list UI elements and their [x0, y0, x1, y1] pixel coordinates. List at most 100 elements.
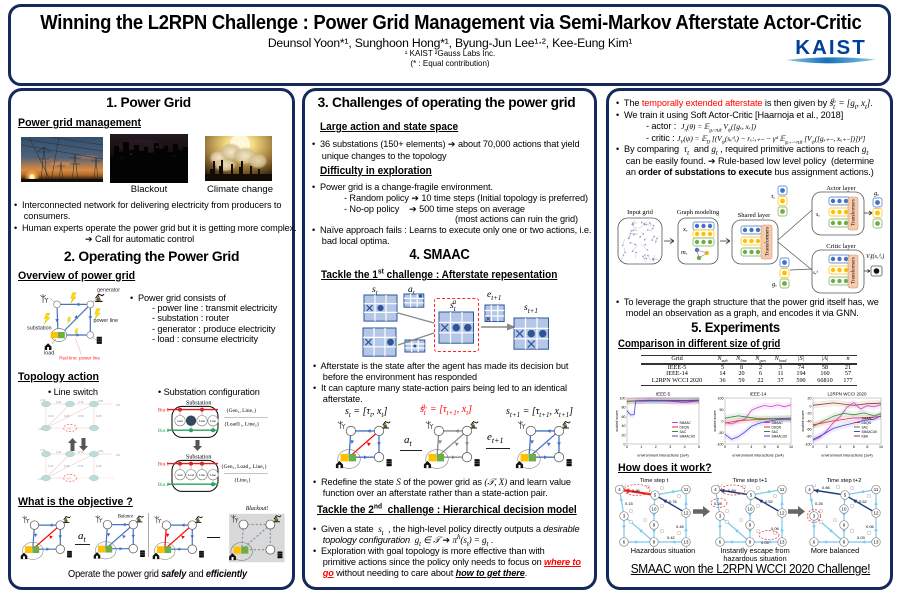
svg-text:0: 0 — [624, 443, 626, 447]
svg-text:13: 13 — [780, 540, 785, 545]
svg-text:4: 4 — [714, 487, 717, 492]
svg-text:0.45: 0.45 — [676, 524, 685, 529]
svg-text:Transformers: Transformers — [852, 199, 857, 226]
svg-text:0.30: 0.30 — [78, 414, 84, 418]
svg-text:6: 6 — [623, 540, 626, 545]
svg-text:V₰(sₓᵈₓ): V₰(sₓᵈₓ) — [866, 253, 884, 260]
svg-text:10: 10 — [748, 507, 753, 512]
svg-text:12: 12 — [780, 511, 785, 516]
svg-text:Transformers: Transformers — [764, 227, 771, 256]
svg-text:SMAACU5: SMAACU5 — [772, 435, 788, 439]
svg-text:8: 8 — [843, 540, 846, 545]
svg-text:substation: substation — [27, 326, 52, 332]
svg-text:environment interactions (1e4): environment interactions (1e4) — [821, 454, 873, 458]
svg-text:Line: Line — [199, 419, 205, 423]
svg-text:0: 0 — [722, 420, 724, 424]
svg-text:0: 0 — [724, 445, 726, 449]
svg-text:0.0: 0.0 — [67, 476, 71, 480]
svg-text:0.41: 0.41 — [56, 450, 62, 454]
svg-text:{Gen₁, Line₁}: {Gen₁, Line₁} — [226, 408, 257, 414]
svg-text:Line: Line — [210, 419, 216, 423]
svg-text:13: 13 — [874, 540, 879, 545]
svg-text:SMAACU5: SMAACU5 — [680, 435, 696, 439]
svg-text:SMAACU5: SMAACU5 — [862, 430, 878, 434]
svg-text:DDQN: DDQN — [862, 421, 872, 425]
svg-text:13: 13 — [684, 540, 689, 545]
svg-text:SAC: SAC — [862, 426, 869, 430]
svg-text:0.9: 0.9 — [116, 453, 120, 457]
svg-text:IEEE-14: IEEE-14 — [750, 392, 767, 397]
svg-text:4: 4 — [684, 445, 686, 449]
svg-text:6: 6 — [813, 540, 816, 545]
svg-text:KAIST: KAIST — [795, 36, 867, 59]
svg-text:KBH: KBH — [862, 435, 869, 439]
svg-text:8: 8 — [653, 540, 656, 545]
svg-text:0.28: 0.28 — [64, 464, 70, 468]
svg-text:8: 8 — [866, 445, 868, 449]
svg-text:0.05: 0.05 — [761, 540, 770, 545]
svg-text:sₓᵈ: sₓᵈ — [813, 270, 818, 276]
svg-text:100: 100 — [718, 397, 724, 401]
svg-text:60: 60 — [622, 415, 626, 419]
svg-text:6: 6 — [764, 445, 766, 449]
svg-text:0.06: 0.06 — [866, 524, 875, 529]
svg-text:3: 3 — [813, 514, 816, 519]
svg-text:0.25: 0.25 — [96, 464, 102, 468]
svg-text:IEEE-5: IEEE-5 — [656, 392, 671, 397]
svg-text:SMAAC: SMAAC — [680, 421, 692, 425]
svg-text:Actor layer: Actor layer — [826, 185, 856, 192]
svg-text:0.41: 0.41 — [56, 400, 62, 404]
svg-text:9: 9 — [749, 523, 752, 528]
svg-text:9: 9 — [843, 523, 846, 528]
svg-text:10: 10 — [652, 507, 657, 512]
svg-text:100: 100 — [620, 397, 626, 401]
svg-text:environment interactions (1e4): environment interactions (1e4) — [732, 454, 784, 458]
svg-text:Input grid: Input grid — [627, 209, 654, 216]
svg-text:9: 9 — [653, 523, 656, 528]
svg-text:11: 11 — [874, 487, 879, 492]
svg-text:6: 6 — [719, 540, 722, 545]
svg-text:xₓ: xₓ — [682, 226, 688, 233]
svg-text:0.30: 0.30 — [78, 464, 84, 468]
svg-text:sₓ: sₓ — [816, 212, 820, 218]
svg-text:DDQN: DDQN — [680, 426, 690, 430]
svg-text:0.23: 0.23 — [48, 464, 54, 468]
svg-text:Substation: Substation — [186, 401, 211, 407]
svg-text:2: 2 — [655, 445, 657, 449]
svg-text:0.76: 0.76 — [669, 499, 678, 504]
svg-text:5: 5 — [654, 493, 657, 498]
svg-text:4: 4 — [839, 445, 841, 449]
svg-text:SMAAC: SMAAC — [772, 421, 784, 425]
svg-text:3: 3 — [669, 445, 671, 449]
svg-text:0.81: 0.81 — [98, 399, 104, 403]
svg-text:0.42: 0.42 — [667, 535, 676, 540]
svg-text:τₓ: τₓ — [771, 193, 775, 200]
svg-text:Line: Line — [199, 473, 205, 477]
svg-text:50: 50 — [720, 408, 724, 412]
svg-text:20: 20 — [808, 397, 812, 401]
svg-text:Line: Line — [210, 473, 216, 477]
svg-text:SAC: SAC — [772, 430, 779, 434]
svg-text:x.02: x.02 — [40, 398, 46, 402]
svg-text:0.13: 0.13 — [78, 450, 84, 454]
svg-text:Load: Load — [188, 473, 195, 477]
svg-text:0.28: 0.28 — [714, 501, 723, 506]
svg-text:Bus 1: Bus 1 — [158, 463, 170, 468]
svg-text:12: 12 — [874, 511, 879, 516]
svg-text:0: 0 — [626, 445, 628, 449]
svg-text:8: 8 — [749, 540, 752, 545]
svg-text:0.06: 0.06 — [771, 526, 780, 531]
svg-text:4: 4 — [618, 487, 621, 492]
svg-text:0.89: 0.89 — [728, 488, 737, 493]
svg-text:-100: -100 — [716, 443, 723, 447]
svg-text:-50: -50 — [718, 431, 723, 435]
svg-text:Balance: Balance — [118, 515, 133, 520]
svg-text:0.28: 0.28 — [64, 414, 70, 418]
svg-text:gₓ: gₓ — [772, 281, 777, 288]
svg-text:4: 4 — [750, 445, 752, 449]
svg-text:0: 0 — [812, 445, 814, 449]
svg-text:-80: -80 — [806, 435, 811, 439]
svg-text:DDQN: DDQN — [772, 426, 782, 430]
svg-text:L2RPN WCCI 2020: L2RPN WCCI 2020 — [827, 392, 867, 397]
svg-text:{Line₂}: {Line₂} — [234, 478, 251, 484]
